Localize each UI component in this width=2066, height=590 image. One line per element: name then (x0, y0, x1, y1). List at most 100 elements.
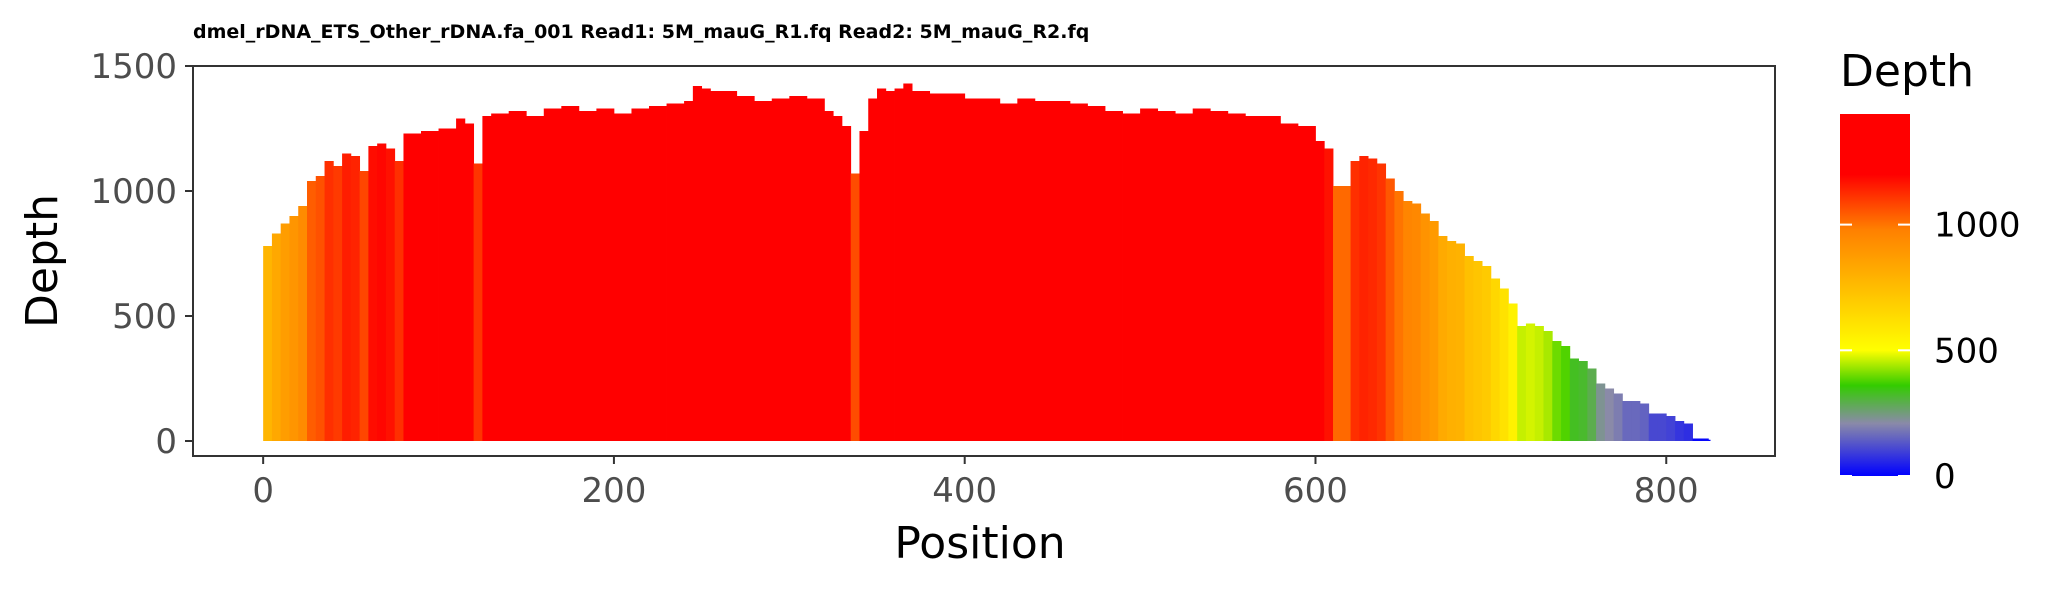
y-tick-label: 0 (155, 422, 177, 462)
y-axis-title: Depth (17, 194, 68, 328)
legend-title: Depth (1840, 46, 1974, 97)
depth-bar (271, 233, 282, 441)
depth-bar (263, 246, 273, 441)
depth-bar (929, 93, 948, 441)
depth-bar (701, 88, 711, 441)
depth-bar (1701, 438, 1709, 441)
depth-bar (1227, 113, 1246, 441)
depth-bar (1192, 108, 1211, 441)
depth-bar (912, 91, 931, 441)
depth-bar (692, 86, 703, 441)
depth-bar (280, 223, 290, 441)
depth-bar (631, 108, 650, 441)
depth-bar (1403, 201, 1413, 441)
plot-title: dmel_rDNA_ETS_Other_rDNA.fa_001 Read1: 5… (193, 21, 1089, 43)
depth-bar (1587, 368, 1597, 441)
x-axis: 0 200 400 600 800 (252, 456, 1699, 511)
x-tick-label: 800 (1634, 471, 1699, 511)
depth-bar (1315, 141, 1325, 441)
depth-bar (1034, 101, 1053, 441)
depth-bar (964, 98, 983, 441)
depth-bar (1675, 421, 1685, 441)
depth-bar (1376, 163, 1387, 441)
depth-bar (894, 88, 904, 441)
depth-bar (421, 131, 439, 441)
depth-bar (350, 156, 361, 441)
depth-bar (1359, 156, 1369, 441)
depth-bar (359, 171, 369, 441)
depth-bar (806, 98, 825, 441)
x-axis-title: Position (894, 518, 1065, 569)
depth-bar (1561, 346, 1571, 441)
depth-bar (649, 106, 667, 441)
depth-bar (1508, 303, 1518, 441)
depth-bar (1087, 106, 1106, 441)
depth-bar (1613, 393, 1623, 441)
depth-bar (947, 93, 966, 441)
depth-bar (1552, 341, 1562, 441)
depth-bar (1596, 383, 1606, 441)
depth-bar (1578, 361, 1588, 441)
depth-bar (1447, 241, 1457, 441)
depth-bar (877, 88, 887, 441)
depth-bar (1245, 116, 1264, 441)
depth-bar (464, 123, 475, 441)
depth-bar (473, 163, 483, 441)
depth-legend: Depth 0 500 1000 (1840, 46, 2021, 497)
legend-ticks: 0 500 1000 (1840, 206, 2021, 497)
x-tick-label: 600 (1283, 471, 1348, 511)
depth-bar (1052, 101, 1071, 441)
depth-bar (824, 111, 834, 441)
depth-bar (1368, 158, 1378, 441)
depth-bar (1648, 413, 1658, 441)
depth-bar (491, 113, 510, 441)
depth-bar (1017, 98, 1036, 441)
depth-bar (508, 111, 527, 441)
depth-bar (526, 116, 545, 441)
depth-bar (841, 126, 852, 441)
depth-bar (1069, 103, 1088, 441)
depth-bar (578, 111, 597, 441)
depth-bar (1666, 416, 1676, 441)
depth-bar (1631, 401, 1641, 441)
x-tick-label: 200 (581, 471, 646, 511)
depth-bar (1341, 186, 1351, 441)
depth-bar (1175, 113, 1194, 441)
depth-bar (754, 101, 773, 441)
depth-bar (298, 206, 308, 441)
depth-bar (666, 103, 685, 441)
y-tick-label: 1500 (90, 47, 177, 87)
depth-bar (1438, 236, 1448, 441)
depth-bar (859, 131, 869, 441)
depth-bar (999, 103, 1018, 441)
depth-bar (1297, 126, 1316, 441)
depth-bar (710, 91, 720, 441)
depth-bar (368, 146, 378, 441)
depth-bar (1534, 326, 1544, 441)
depth-bar (1210, 111, 1229, 441)
depth-bar (1499, 288, 1509, 441)
depth-bar (613, 113, 632, 441)
depth-bar (1350, 161, 1360, 441)
y-tick-label: 500 (112, 297, 177, 337)
depth-bar (1140, 108, 1159, 441)
depth-bar (789, 96, 808, 441)
depth-bar (377, 143, 387, 441)
depth-bar (342, 153, 352, 441)
depth-bar (1411, 203, 1422, 441)
depth-bar (1683, 423, 1693, 441)
depth-bar (1455, 243, 1465, 441)
depth-bar (1525, 323, 1536, 441)
depth-bar (324, 161, 334, 441)
depth-bar (1692, 438, 1702, 441)
depth-bar (1262, 116, 1281, 441)
depth-bar (315, 176, 325, 441)
depth-bar (1569, 358, 1579, 441)
depth-bar (1464, 256, 1474, 441)
legend-colorbar (1840, 114, 1910, 476)
legend-tick-label: 1000 (1934, 206, 2021, 246)
depth-bar (1385, 178, 1395, 441)
depth-bar (307, 181, 317, 441)
depth-bar (1324, 148, 1334, 441)
